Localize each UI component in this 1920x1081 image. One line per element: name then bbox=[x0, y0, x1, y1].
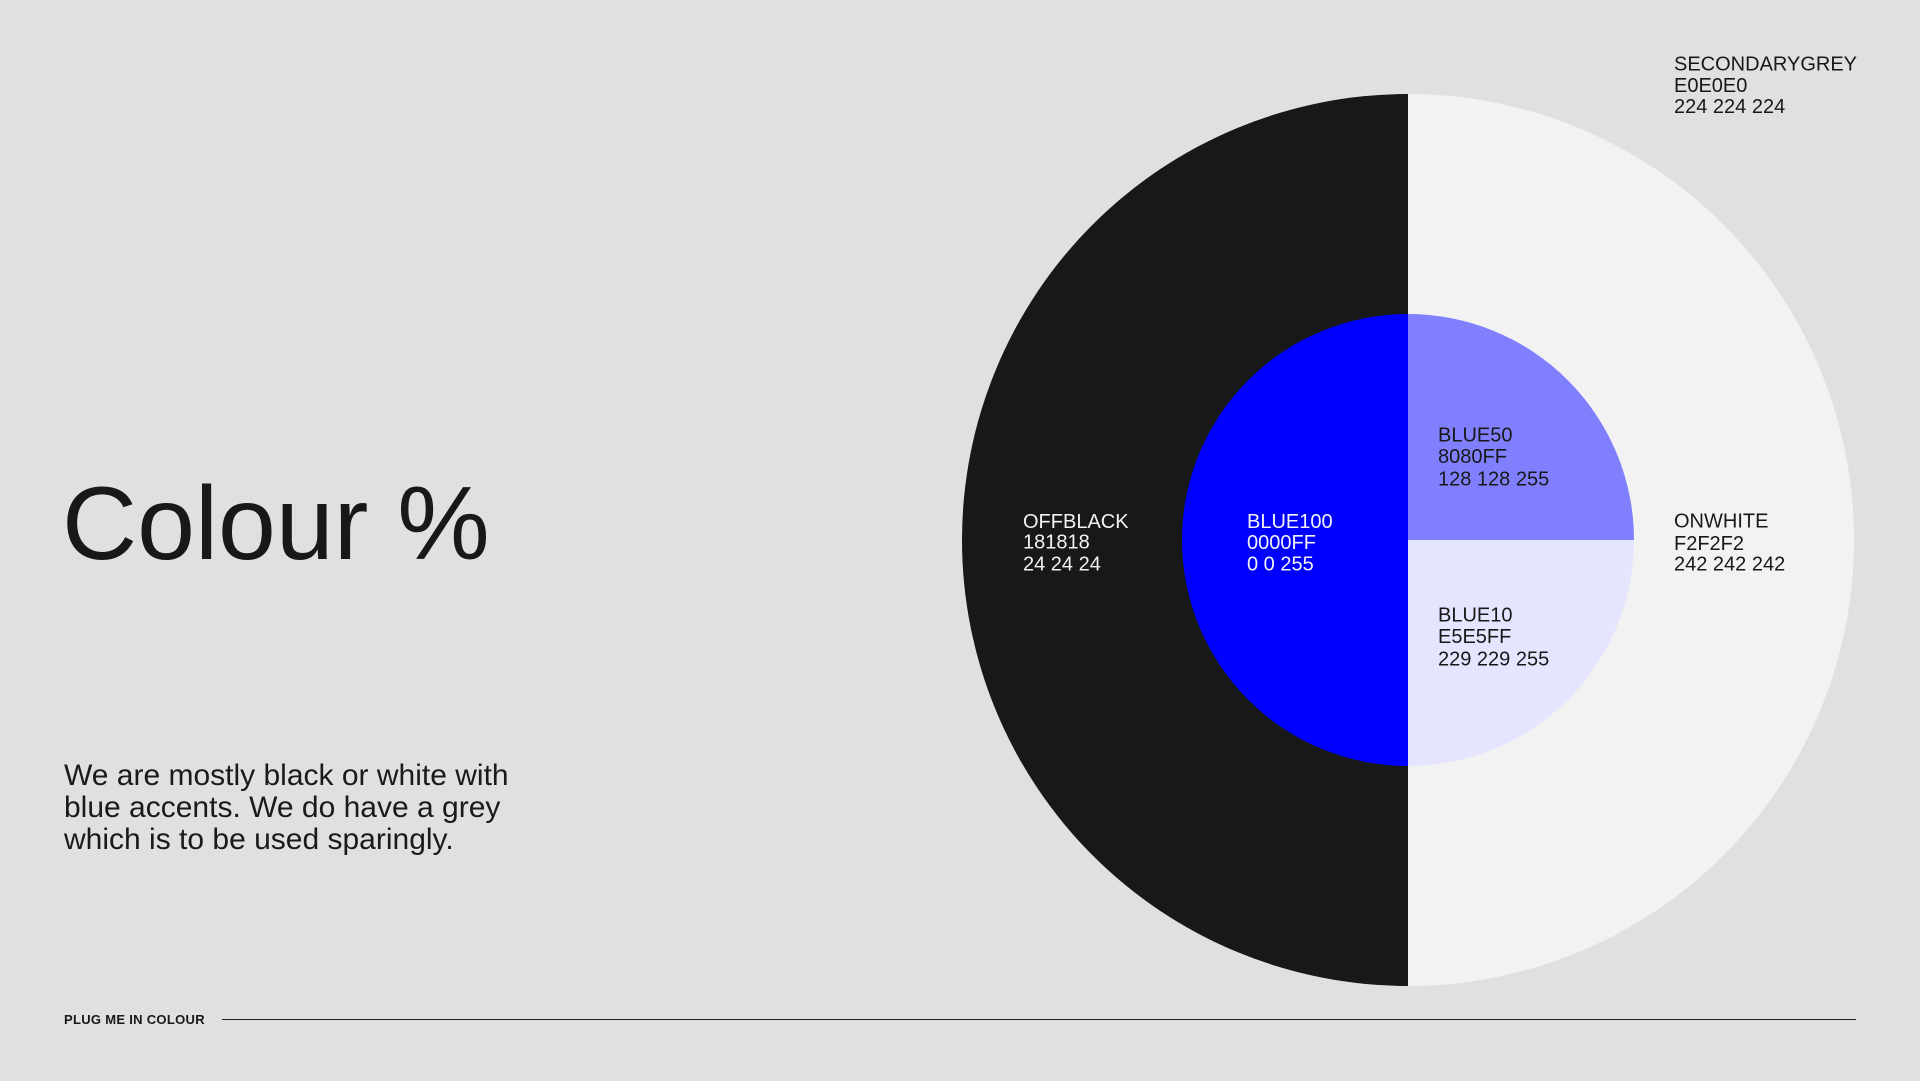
svg-text:BLUE10: BLUE10 bbox=[1438, 604, 1513, 626]
svg-text:8080FF: 8080FF bbox=[1438, 446, 1507, 468]
svg-text:0 0 255: 0 0 255 bbox=[1247, 554, 1314, 576]
svg-text:BLUE50: BLUE50 bbox=[1438, 424, 1513, 446]
svg-text:E5E5FF: E5E5FF bbox=[1438, 626, 1511, 648]
svg-text:0000FF: 0000FF bbox=[1247, 532, 1316, 554]
svg-text:ONWHITE: ONWHITE bbox=[1674, 510, 1768, 532]
svg-text:128 128 255: 128 128 255 bbox=[1438, 469, 1549, 491]
svg-text:E0E0E0: E0E0E0 bbox=[1674, 75, 1747, 97]
svg-text:229 229 255: 229 229 255 bbox=[1438, 649, 1549, 671]
svg-text:F2F2F2: F2F2F2 bbox=[1674, 533, 1744, 555]
svg-text:242 242 242: 242 242 242 bbox=[1674, 554, 1785, 576]
svg-text:BLUE100: BLUE100 bbox=[1247, 511, 1333, 533]
svg-text:224 224 224: 224 224 224 bbox=[1674, 96, 1785, 118]
svg-text:181818: 181818 bbox=[1023, 532, 1090, 554]
svg-text:OFFBLACK: OFFBLACK bbox=[1023, 511, 1129, 533]
svg-text:SECONDARYGREY: SECONDARYGREY bbox=[1674, 54, 1857, 76]
svg-text:24 24 24: 24 24 24 bbox=[1023, 553, 1101, 575]
